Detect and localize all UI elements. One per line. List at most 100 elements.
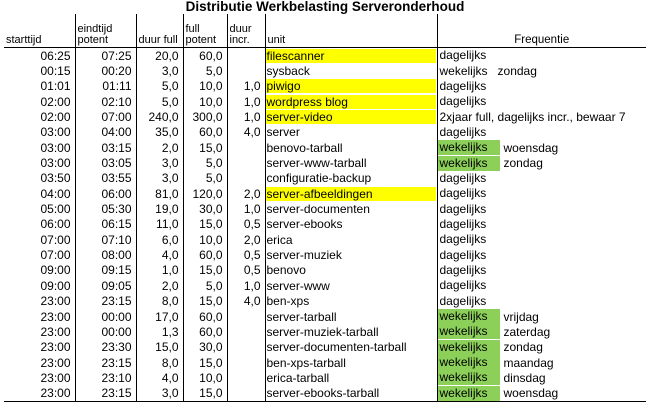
cell-starttijd[interactable]: 09:00	[40, 278, 71, 293]
cell-starttijd[interactable]: 06:00	[40, 217, 71, 232]
cell-unit[interactable]: server-ebooks	[264, 216, 437, 233]
cell-eindtijd[interactable]: 23:15	[74, 354, 136, 371]
cell-duur-incr[interactable]: 4,0	[226, 124, 265, 141]
cell-full-potent[interactable]: 300,0	[182, 109, 227, 125]
cell-starttijd[interactable]: 04:00	[40, 186, 71, 201]
cell-starttijd[interactable]: 23:00	[4, 385, 75, 402]
cell-eindtijd[interactable]: 06:15	[74, 216, 136, 233]
cell-full-potent[interactable]: 15,0	[182, 262, 227, 279]
cell-eindtijd[interactable]: 00:00	[74, 308, 136, 325]
cell-duur-full[interactable]: 4,0	[135, 370, 183, 386]
cell-duur-incr[interactable]: 0,5	[226, 262, 265, 279]
cell-frequentie[interactable]: dagelijks	[436, 232, 646, 248]
cell-duur-incr[interactable]: 1,0	[226, 201, 265, 217]
cell-duur-incr[interactable]	[226, 324, 265, 340]
cell-eindtijd[interactable]: 00:00	[74, 324, 136, 340]
cell-unit[interactable]: ben-xps	[264, 293, 437, 309]
cell-full-potent[interactable]: 5,0	[182, 63, 227, 79]
cell-duur-full[interactable]: 81,0	[135, 186, 183, 202]
cell-duur-incr[interactable]: 1,0	[226, 278, 265, 294]
cell-full-potent[interactable]: 10,0	[182, 94, 227, 110]
cell-unit[interactable]: server-ebooks-tarball	[264, 385, 437, 402]
cell-duur-incr[interactable]: 1,0	[226, 109, 265, 125]
cell-frequentie[interactable]: dagelijks	[436, 278, 646, 294]
cell-starttijd[interactable]: 03:50	[40, 171, 71, 186]
header-duur-full[interactable]: duur full	[135, 14, 184, 48]
cell-unit[interactable]: server-video	[264, 109, 437, 125]
cell-duur-incr[interactable]: 1,0	[226, 94, 265, 110]
cell-frequentie[interactable]: dagelijks	[436, 47, 646, 64]
cell-unit[interactable]: configuratie-backup	[264, 170, 437, 187]
cell-duur-full[interactable]: 6,0	[135, 232, 183, 248]
cell-frequentie[interactable]: dagelijks	[436, 94, 646, 110]
cell-eindtijd[interactable]: 23:10	[74, 370, 136, 386]
cell-eindtijd[interactable]: 02:10	[74, 94, 136, 110]
cell-duur-full[interactable]: 5,0	[135, 78, 183, 95]
cell-full-potent[interactable]: 60,0	[182, 324, 227, 340]
cell-duur-incr[interactable]	[226, 339, 265, 355]
cell-starttijd[interactable]: 03:00	[40, 140, 71, 155]
cell-duur-full[interactable]: 4,0	[135, 247, 183, 263]
cell-duur-incr[interactable]	[226, 170, 265, 187]
cell-frequentie[interactable]: dagelijks	[436, 216, 646, 233]
cell-frequentie[interactable]: wekelijks vrijdag	[436, 308, 646, 325]
header-eindtijd[interactable]: eindtijd potent	[74, 14, 137, 48]
cell-starttijd[interactable]: 01:01	[40, 79, 71, 94]
cell-full-potent[interactable]: 5,0	[182, 170, 227, 187]
cell-eindtijd[interactable]: 07:00	[74, 109, 136, 125]
cell-unit[interactable]: piwigo	[264, 78, 437, 95]
cell-eindtijd[interactable]: 23:30	[74, 339, 136, 355]
cell-full-potent[interactable]: 15,0	[182, 140, 227, 156]
cell-eindtijd[interactable]: 23:15	[74, 385, 136, 402]
cell-full-potent[interactable]: 60,0	[182, 308, 227, 325]
cell-frequentie[interactable]: dagelijks	[436, 262, 646, 279]
cell-duur-full[interactable]: 17,0	[135, 308, 183, 325]
cell-frequentie[interactable]: wekelijks maandag	[436, 354, 646, 371]
cell-frequentie[interactable]: wekelijks dinsdag	[436, 370, 646, 386]
cell-duur-full[interactable]: 2,0	[135, 140, 183, 156]
cell-unit[interactable]: server-documenten-tarball	[264, 339, 437, 355]
cell-frequentie[interactable]: dagelijks	[436, 186, 646, 202]
cell-full-potent[interactable]: 5,0	[182, 155, 227, 171]
cell-full-potent[interactable]: 120,0	[182, 186, 227, 202]
cell-duur-full[interactable]: 3,0	[135, 385, 183, 402]
cell-frequentie[interactable]: dagelijks	[436, 170, 646, 187]
cell-duur-incr[interactable]	[226, 370, 265, 386]
cell-starttijd[interactable]: 23:00	[40, 309, 71, 324]
cell-unit[interactable]: wordpress blog	[264, 94, 437, 110]
cell-frequentie[interactable]: dagelijks	[436, 293, 646, 309]
cell-full-potent[interactable]: 10,0	[182, 370, 227, 386]
cell-full-potent[interactable]: 30,0	[182, 201, 227, 217]
cell-starttijd[interactable]: 23:00	[40, 370, 71, 385]
cell-frequentie[interactable]: 2xjaar full, dagelijks incr., bewaar 7	[436, 109, 646, 125]
cell-eindtijd[interactable]: 01:11	[74, 78, 136, 95]
cell-duur-incr[interactable]: 2,0	[226, 186, 265, 202]
cell-unit[interactable]: server-muziek-tarball	[264, 324, 437, 340]
cell-starttijd[interactable]: 09:00	[40, 263, 71, 278]
cell-eindtijd[interactable]: 05:30	[74, 201, 136, 217]
cell-starttijd[interactable]: 06:25	[40, 48, 71, 63]
cell-unit[interactable]: benovo-tarball	[264, 140, 437, 156]
cell-duur-incr[interactable]	[226, 140, 265, 156]
cell-starttijd[interactable]: 23:00	[40, 324, 71, 339]
cell-starttijd[interactable]: 05:00	[40, 202, 71, 217]
cell-eindtijd[interactable]: 07:10	[74, 232, 136, 248]
cell-duur-incr[interactable]	[226, 308, 265, 325]
cell-frequentie[interactable]: dagelijks	[436, 78, 646, 95]
cell-starttijd[interactable]: 03:00	[40, 125, 71, 140]
cell-starttijd[interactable]: 07:00	[40, 248, 71, 263]
cell-full-potent[interactable]: 60,0	[182, 47, 227, 64]
cell-eindtijd[interactable]: 00:20	[74, 63, 136, 79]
cell-unit[interactable]: ben-xps-tarball	[264, 354, 437, 371]
cell-full-potent[interactable]: 15,0	[182, 354, 227, 371]
cell-frequentie[interactable]: dagelijks	[436, 201, 646, 217]
cell-duur-full[interactable]: 1,3	[135, 324, 183, 340]
cell-duur-full[interactable]: 3,0	[135, 170, 183, 187]
cell-duur-incr[interactable]	[226, 63, 265, 79]
cell-duur-incr[interactable]	[226, 155, 265, 171]
cell-duur-full[interactable]: 2,0	[135, 278, 183, 294]
cell-duur-full[interactable]: 1,0	[135, 262, 183, 279]
cell-unit[interactable]: server-tarball	[264, 308, 437, 325]
cell-unit[interactable]: erica	[264, 232, 437, 248]
cell-full-potent[interactable]: 15,0	[182, 385, 227, 402]
